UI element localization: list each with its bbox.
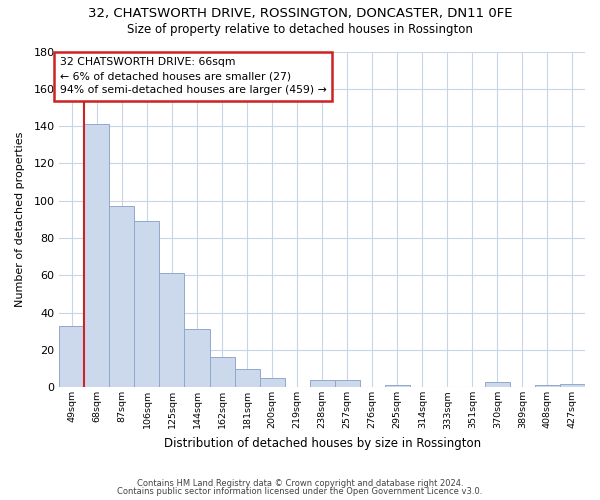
Text: Size of property relative to detached houses in Rossington: Size of property relative to detached ho… <box>127 22 473 36</box>
Bar <box>160 274 184 388</box>
Bar <box>184 330 209 388</box>
Text: Contains public sector information licensed under the Open Government Licence v3: Contains public sector information licen… <box>118 487 482 496</box>
Bar <box>485 382 510 388</box>
Bar <box>59 326 85 388</box>
Bar <box>560 384 585 388</box>
Bar <box>260 378 284 388</box>
Bar <box>535 386 560 388</box>
Bar <box>335 380 360 388</box>
Bar <box>235 368 260 388</box>
Bar <box>310 380 335 388</box>
Y-axis label: Number of detached properties: Number of detached properties <box>15 132 25 307</box>
Bar <box>85 124 109 388</box>
Bar <box>385 386 410 388</box>
Text: 32 CHATSWORTH DRIVE: 66sqm
← 6% of detached houses are smaller (27)
94% of semi-: 32 CHATSWORTH DRIVE: 66sqm ← 6% of detac… <box>60 57 326 95</box>
Text: Contains HM Land Registry data © Crown copyright and database right 2024.: Contains HM Land Registry data © Crown c… <box>137 478 463 488</box>
Bar <box>134 221 160 388</box>
Bar <box>109 206 134 388</box>
Bar <box>209 358 235 388</box>
X-axis label: Distribution of detached houses by size in Rossington: Distribution of detached houses by size … <box>164 437 481 450</box>
Text: 32, CHATSWORTH DRIVE, ROSSINGTON, DONCASTER, DN11 0FE: 32, CHATSWORTH DRIVE, ROSSINGTON, DONCAS… <box>88 8 512 20</box>
